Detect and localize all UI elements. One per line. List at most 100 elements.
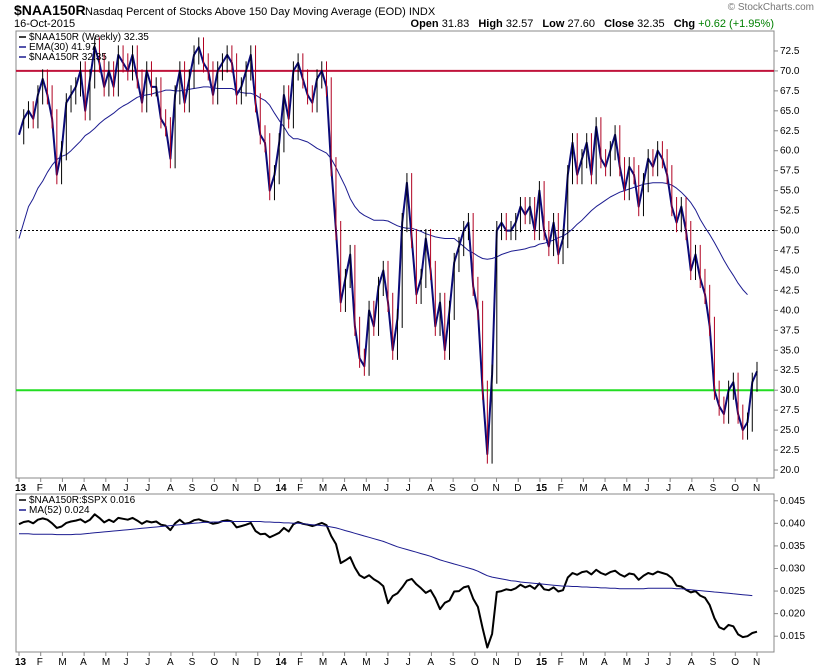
chart-title: Nasdaq Percent of Stocks Above 150 Day M…: [85, 6, 435, 18]
chg-label: Chg: [673, 18, 696, 30]
y-tick-label: 30.0: [780, 385, 800, 396]
x-tick-label: N: [493, 483, 500, 494]
x-tick-label: F: [37, 483, 43, 494]
x-tick-label: F: [297, 483, 303, 494]
x-tick-label: A: [688, 657, 695, 668]
x-tick-label: M: [623, 483, 631, 494]
y-tick-label: 0.045: [780, 496, 805, 507]
x-tick-label: J: [124, 657, 129, 668]
x-tick-label: A: [341, 483, 348, 494]
x-tick-label: 14: [275, 657, 287, 668]
y-tick-label: 65.0: [780, 106, 800, 117]
x-tick-label: O: [210, 657, 218, 668]
x-tick-label: S: [189, 657, 196, 668]
high-value: 32.57: [505, 18, 534, 30]
x-tick-label: M: [102, 483, 110, 494]
chg-value: +0.62 (+1.95%): [698, 18, 774, 30]
x-tick-label: A: [167, 483, 174, 494]
legend-entry: $NAA150R 32.35: [29, 52, 107, 63]
y-tick-label: 55.0: [780, 186, 800, 197]
x-tick-label: F: [558, 657, 564, 668]
x-tick-label: J: [384, 483, 389, 494]
x-tick-label: S: [449, 483, 456, 494]
x-tick-label: J: [384, 657, 389, 668]
series-line-2: [19, 521, 753, 597]
chart-header: $NAA150R Nasdaq Percent of Stocks Above …: [14, 2, 774, 30]
x-tick-label: A: [688, 483, 695, 494]
x-tick-label: M: [102, 657, 110, 668]
y-tick-label: 60.0: [780, 146, 800, 157]
date-label: 16-Oct-2015: [14, 18, 76, 30]
watermark: © StockCharts.com: [727, 2, 814, 13]
series-line-2: [18, 86, 748, 296]
x-tick-label: N: [493, 657, 500, 668]
x-tick-label: 15: [536, 657, 548, 668]
x-tick-label: M: [579, 483, 587, 494]
x-tick-label: 13: [15, 657, 27, 668]
x-tick-label: 15: [536, 483, 548, 494]
x-tick-label: M: [362, 483, 370, 494]
x-tick-label: J: [666, 657, 671, 668]
x-tick-label: J: [124, 483, 129, 494]
y-tick-label: 0.015: [780, 631, 805, 642]
x-tick-label: S: [710, 483, 717, 494]
y-tick-label: 52.5: [780, 206, 800, 217]
open-value: 31.83: [441, 18, 470, 30]
x-tick-label: J: [644, 657, 649, 668]
x-tick-label: M: [579, 657, 587, 668]
y-tick-label: 0.025: [780, 586, 805, 597]
x-tick-label: F: [297, 657, 303, 668]
low-value: 27.60: [567, 18, 596, 30]
x-tick-label: A: [427, 483, 434, 494]
plot-frame: [15, 30, 775, 479]
y-tick-label: 40.0: [780, 305, 800, 316]
y-tick-label: 50.0: [780, 226, 800, 237]
x-tick-label: O: [731, 483, 739, 494]
x-tick-label: N: [232, 483, 239, 494]
legend-entry: $NAA150R:$SPX 0.016: [29, 495, 136, 506]
y-tick-label: 27.5: [780, 405, 800, 416]
x-tick-label: D: [514, 657, 521, 668]
x-tick-label: A: [427, 657, 434, 668]
close-label: Close: [604, 18, 635, 30]
y-tick-label: 0.020: [780, 609, 805, 620]
close-value: 32.35: [637, 18, 665, 30]
x-tick-label: J: [666, 483, 671, 494]
x-tick-label: N: [232, 657, 239, 668]
x-tick-label: J: [644, 483, 649, 494]
x-tick-label: D: [514, 483, 521, 494]
x-tick-label: O: [471, 657, 479, 668]
ohlc-readout: Open 31.83 High 32.57 Low 27.60 Close 32…: [405, 18, 774, 30]
x-tick-label: M: [319, 483, 327, 494]
x-tick-label: N: [753, 657, 760, 668]
x-tick-label: A: [341, 657, 348, 668]
y-tick-label: 42.5: [780, 285, 800, 296]
x-tick-label: D: [254, 657, 261, 668]
x-tick-label: M: [58, 657, 66, 668]
x-tick-label: N: [753, 483, 760, 494]
legend-entry: $NAA150R (Weekly) 32.35: [29, 32, 149, 43]
y-tick-label: 35.0: [780, 345, 800, 356]
x-tick-label: J: [145, 657, 150, 668]
series-line-1: [18, 513, 758, 649]
x-tick-label: A: [601, 657, 608, 668]
x-tick-label: D: [254, 483, 261, 494]
legend-entry: EMA(30) 41.97: [29, 42, 97, 53]
x-tick-label: J: [406, 657, 411, 668]
x-tick-label: 13: [15, 483, 27, 494]
y-tick-label: 25.0: [780, 425, 800, 436]
x-tick-label: M: [623, 657, 631, 668]
x-tick-label: F: [558, 483, 564, 494]
x-tick-label: A: [80, 483, 87, 494]
y-tick-label: 47.5: [780, 246, 800, 257]
x-tick-label: J: [406, 483, 411, 494]
y-tick-label: 62.5: [780, 126, 800, 137]
legend-entry: MA(52) 0.024: [29, 505, 90, 516]
y-tick-label: 0.040: [780, 518, 805, 529]
y-tick-label: 67.5: [780, 86, 800, 97]
low-label: Low: [542, 18, 565, 30]
plot-frame: [15, 493, 775, 653]
x-tick-label: M: [362, 657, 370, 668]
